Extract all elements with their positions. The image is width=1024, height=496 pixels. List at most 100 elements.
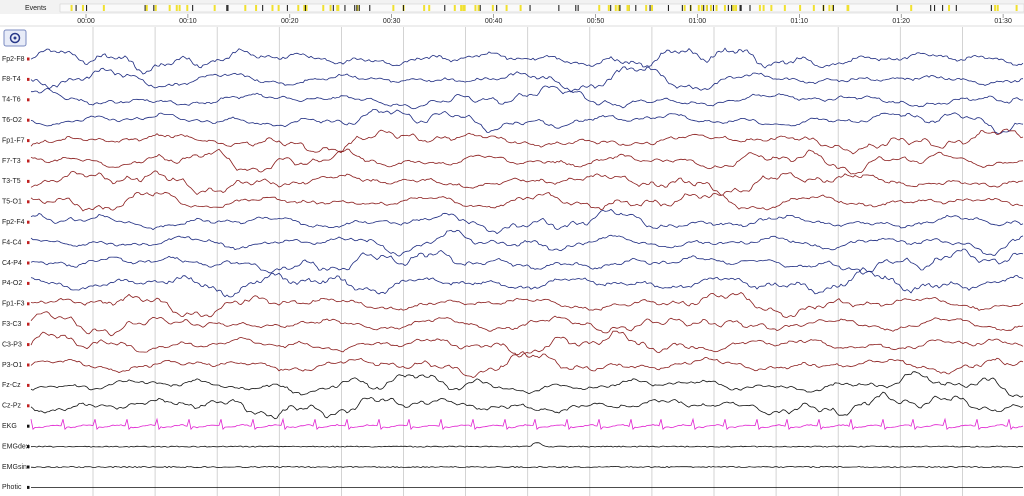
event-marker bbox=[329, 5, 332, 11]
event-marker bbox=[178, 5, 181, 11]
label-bg bbox=[0, 400, 29, 411]
event-marker bbox=[994, 5, 997, 11]
label-bg bbox=[0, 278, 29, 289]
eeg-trace bbox=[30, 148, 1024, 175]
event-marker bbox=[598, 5, 601, 11]
event-marker bbox=[479, 5, 481, 11]
channel-label: EKG bbox=[2, 423, 17, 430]
event-marker bbox=[70, 5, 73, 11]
event-marker bbox=[948, 5, 951, 11]
event-marker bbox=[828, 5, 831, 11]
channel-label: Fp1-F3 bbox=[2, 301, 25, 308]
label-bg bbox=[0, 360, 29, 370]
event-marker bbox=[491, 5, 494, 11]
channel-label: Cz-Pz bbox=[2, 403, 22, 410]
event-marker bbox=[186, 5, 189, 11]
eeg-trace bbox=[30, 391, 1024, 420]
channel-marker bbox=[27, 281, 30, 285]
channel-marker bbox=[27, 465, 30, 469]
channel-marker bbox=[27, 322, 30, 326]
event-marker bbox=[462, 5, 465, 11]
event-marker bbox=[305, 5, 308, 11]
event-marker bbox=[336, 5, 339, 11]
eeg-trace bbox=[30, 442, 1023, 448]
channel-label: C4-P4 bbox=[2, 260, 22, 267]
channel-marker bbox=[27, 57, 30, 61]
event-marker bbox=[607, 5, 610, 11]
event-marker bbox=[145, 5, 148, 11]
channel-label: F4-C4 bbox=[2, 239, 22, 246]
event-marker bbox=[575, 5, 577, 11]
channel-label: Fp1-F7 bbox=[2, 137, 25, 144]
channel-marker bbox=[27, 424, 30, 428]
event-marker bbox=[337, 5, 340, 11]
event-marker bbox=[822, 5, 824, 11]
event-marker bbox=[712, 5, 714, 11]
event-marker bbox=[715, 5, 718, 11]
event-marker bbox=[277, 5, 280, 11]
event-marker bbox=[731, 5, 733, 11]
event-marker bbox=[799, 5, 802, 11]
event-marker bbox=[332, 5, 334, 11]
channel-marker bbox=[27, 241, 30, 245]
event-marker bbox=[955, 5, 957, 11]
event-marker bbox=[758, 5, 761, 11]
event-marker bbox=[577, 5, 579, 11]
event-marker bbox=[463, 5, 466, 11]
event-marker bbox=[175, 5, 178, 11]
time-label: 00:00 bbox=[77, 18, 95, 25]
event-marker bbox=[681, 5, 683, 11]
event-marker bbox=[144, 5, 146, 11]
label-bg bbox=[0, 94, 29, 105]
event-marker bbox=[732, 5, 735, 11]
event-marker bbox=[783, 5, 786, 11]
eeg-trace bbox=[30, 417, 1024, 431]
event-marker bbox=[727, 5, 729, 11]
channel-label: P4-O2 bbox=[2, 280, 22, 287]
event-marker bbox=[1015, 5, 1018, 11]
channel-label: Photic bbox=[2, 484, 22, 491]
event-marker bbox=[529, 5, 531, 11]
event-marker bbox=[930, 5, 932, 11]
event-marker bbox=[697, 5, 700, 11]
event-marker bbox=[667, 5, 669, 11]
event-marker bbox=[770, 5, 773, 11]
channel-labels: Fp2-F8 F8-T4 T4-T6 T6-O2 Fp1-F7 F7-T3 T3-T5 T5-… bbox=[0, 54, 30, 493]
eeg-trace bbox=[30, 371, 1024, 398]
label-bg bbox=[0, 421, 29, 432]
event-marker bbox=[846, 5, 849, 11]
time-label: 01:30 bbox=[994, 18, 1012, 25]
event-marker bbox=[226, 5, 228, 11]
settings-icon-dot bbox=[13, 36, 17, 40]
event-marker bbox=[244, 5, 247, 11]
event-marker bbox=[651, 5, 654, 11]
event-marker bbox=[297, 5, 300, 11]
event-marker bbox=[496, 5, 498, 11]
label-bg bbox=[0, 339, 29, 350]
channel-marker bbox=[27, 343, 30, 347]
event-marker bbox=[996, 5, 999, 11]
event-marker bbox=[402, 5, 404, 11]
event-marker bbox=[213, 5, 216, 11]
event-marker bbox=[705, 5, 708, 11]
event-marker bbox=[460, 5, 463, 11]
label-bg bbox=[0, 156, 29, 166]
event-marker bbox=[610, 5, 612, 11]
event-marker bbox=[453, 5, 456, 11]
channel-marker bbox=[27, 445, 30, 449]
channel-marker bbox=[27, 383, 30, 387]
channel-marker bbox=[27, 77, 30, 81]
channel-marker bbox=[27, 159, 30, 163]
channel-marker bbox=[27, 302, 30, 306]
label-bg bbox=[0, 441, 29, 452]
event-marker bbox=[709, 5, 712, 11]
label-bg bbox=[0, 237, 29, 248]
event-marker bbox=[812, 5, 815, 11]
channel-label: C3-P3 bbox=[2, 341, 22, 348]
eeg-trace bbox=[30, 109, 1024, 135]
channel-label: Fp2-F8 bbox=[2, 56, 25, 63]
channel-label: Fp2-F4 bbox=[2, 219, 25, 226]
label-bg bbox=[0, 115, 29, 126]
channel-label: T6-O2 bbox=[2, 117, 22, 124]
